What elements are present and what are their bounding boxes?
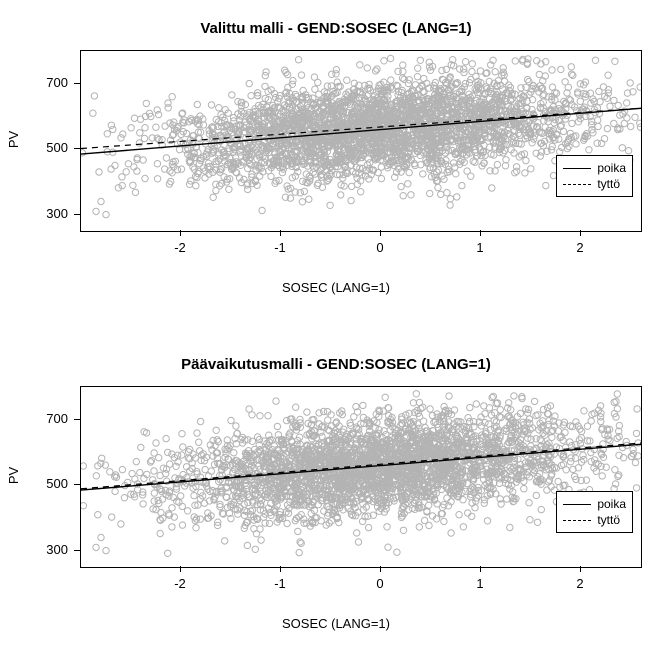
x-tick-label: -1 [260,576,300,591]
legend-label: tyttö [597,177,620,191]
chart-panel-bottom: Päävaikutusmalli - GEND:SOSEC (LANG=1) p… [0,336,672,672]
y-tick-label: 500 [28,476,68,491]
x-tick-label: -1 [260,240,300,255]
legend-item: tyttö [563,176,626,192]
y-tick-label: 300 [28,542,68,557]
y-tick-label: 500 [28,140,68,155]
chart-title: Päävaikutusmalli - GEND:SOSEC (LANG=1) [0,356,672,373]
y-axis-label: PV [6,467,21,484]
legend-label: tyttö [597,513,620,527]
legend-line-icon [563,168,591,169]
x-tick-label: 1 [460,240,500,255]
legend-line-icon [563,520,591,521]
chart-panel-top: Valittu malli - GEND:SOSEC (LANG=1) poik… [0,0,672,336]
plot-area: poika tyttö [80,386,642,568]
legend-box: poika tyttö [556,155,633,197]
x-tick-label: 2 [560,240,600,255]
x-tick-label: 0 [360,240,400,255]
chart-title: Valittu malli - GEND:SOSEC (LANG=1) [0,20,672,37]
legend-line-icon [563,504,591,505]
scatter-svg [81,387,641,567]
y-tick-label: 300 [28,206,68,221]
legend-item: tyttö [563,512,626,528]
y-tick-label: 700 [28,75,68,90]
legend-box: poika tyttö [556,491,633,533]
legend-item: poika [563,496,626,512]
legend-line-icon [563,184,591,185]
figure-container: Valittu malli - GEND:SOSEC (LANG=1) poik… [0,0,672,672]
x-axis-label: SOSEC (LANG=1) [0,280,672,295]
scatter-svg [81,51,641,231]
legend-label: poika [597,161,626,175]
y-axis-label: PV [6,131,21,148]
x-tick-label: 2 [560,576,600,591]
legend-label: poika [597,497,626,511]
x-axis-label: SOSEC (LANG=1) [0,616,672,631]
x-tick-label: -2 [160,240,200,255]
x-tick-label: 1 [460,576,500,591]
x-tick-label: 0 [360,576,400,591]
y-tick-label: 700 [28,411,68,426]
x-tick-label: -2 [160,576,200,591]
plot-area: poika tyttö [80,50,642,232]
legend-item: poika [563,160,626,176]
